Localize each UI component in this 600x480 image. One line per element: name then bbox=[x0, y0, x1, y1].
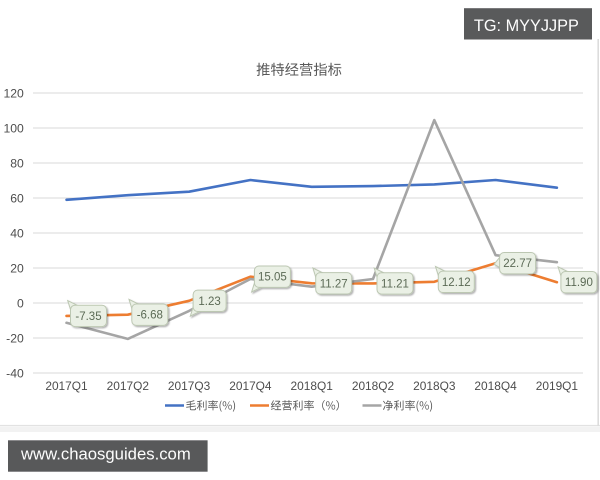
svg-text:11.21: 11.21 bbox=[381, 278, 409, 290]
svg-text:-40: -40 bbox=[6, 366, 24, 380]
svg-text:20: 20 bbox=[10, 261, 24, 275]
svg-text:11.27: 11.27 bbox=[320, 278, 348, 290]
svg-text:-7.35: -7.35 bbox=[75, 311, 101, 323]
svg-text:0: 0 bbox=[17, 296, 24, 310]
svg-text:120: 120 bbox=[3, 86, 24, 100]
svg-text:2018Q1: 2018Q1 bbox=[291, 379, 334, 393]
svg-text:60: 60 bbox=[10, 191, 24, 205]
svg-text:2017Q2: 2017Q2 bbox=[107, 379, 150, 393]
svg-text:2017Q1: 2017Q1 bbox=[45, 379, 88, 393]
svg-text:TG: MYYJJPP: TG: MYYJJPP bbox=[474, 17, 579, 35]
svg-text:40: 40 bbox=[10, 226, 24, 240]
svg-text:2018Q2: 2018Q2 bbox=[352, 379, 395, 393]
svg-text:2018Q4: 2018Q4 bbox=[474, 379, 517, 393]
svg-text:100: 100 bbox=[3, 121, 24, 135]
svg-text:11.90: 11.90 bbox=[565, 277, 593, 289]
svg-text:15.05: 15.05 bbox=[258, 272, 287, 284]
svg-text:www.chaosguides.com: www.chaosguides.com bbox=[20, 445, 191, 464]
svg-text:-6.68: -6.68 bbox=[137, 310, 163, 322]
svg-text:2019Q1: 2019Q1 bbox=[536, 379, 579, 393]
svg-text:2018Q3: 2018Q3 bbox=[413, 379, 456, 393]
svg-text:12.12: 12.12 bbox=[442, 277, 471, 289]
svg-text:80: 80 bbox=[10, 156, 24, 170]
svg-text:2017Q4: 2017Q4 bbox=[229, 379, 272, 393]
svg-text:1.23: 1.23 bbox=[198, 296, 220, 308]
svg-text:22.77: 22.77 bbox=[503, 258, 532, 270]
svg-text:2017Q3: 2017Q3 bbox=[168, 379, 211, 393]
svg-text:-20: -20 bbox=[6, 331, 24, 345]
